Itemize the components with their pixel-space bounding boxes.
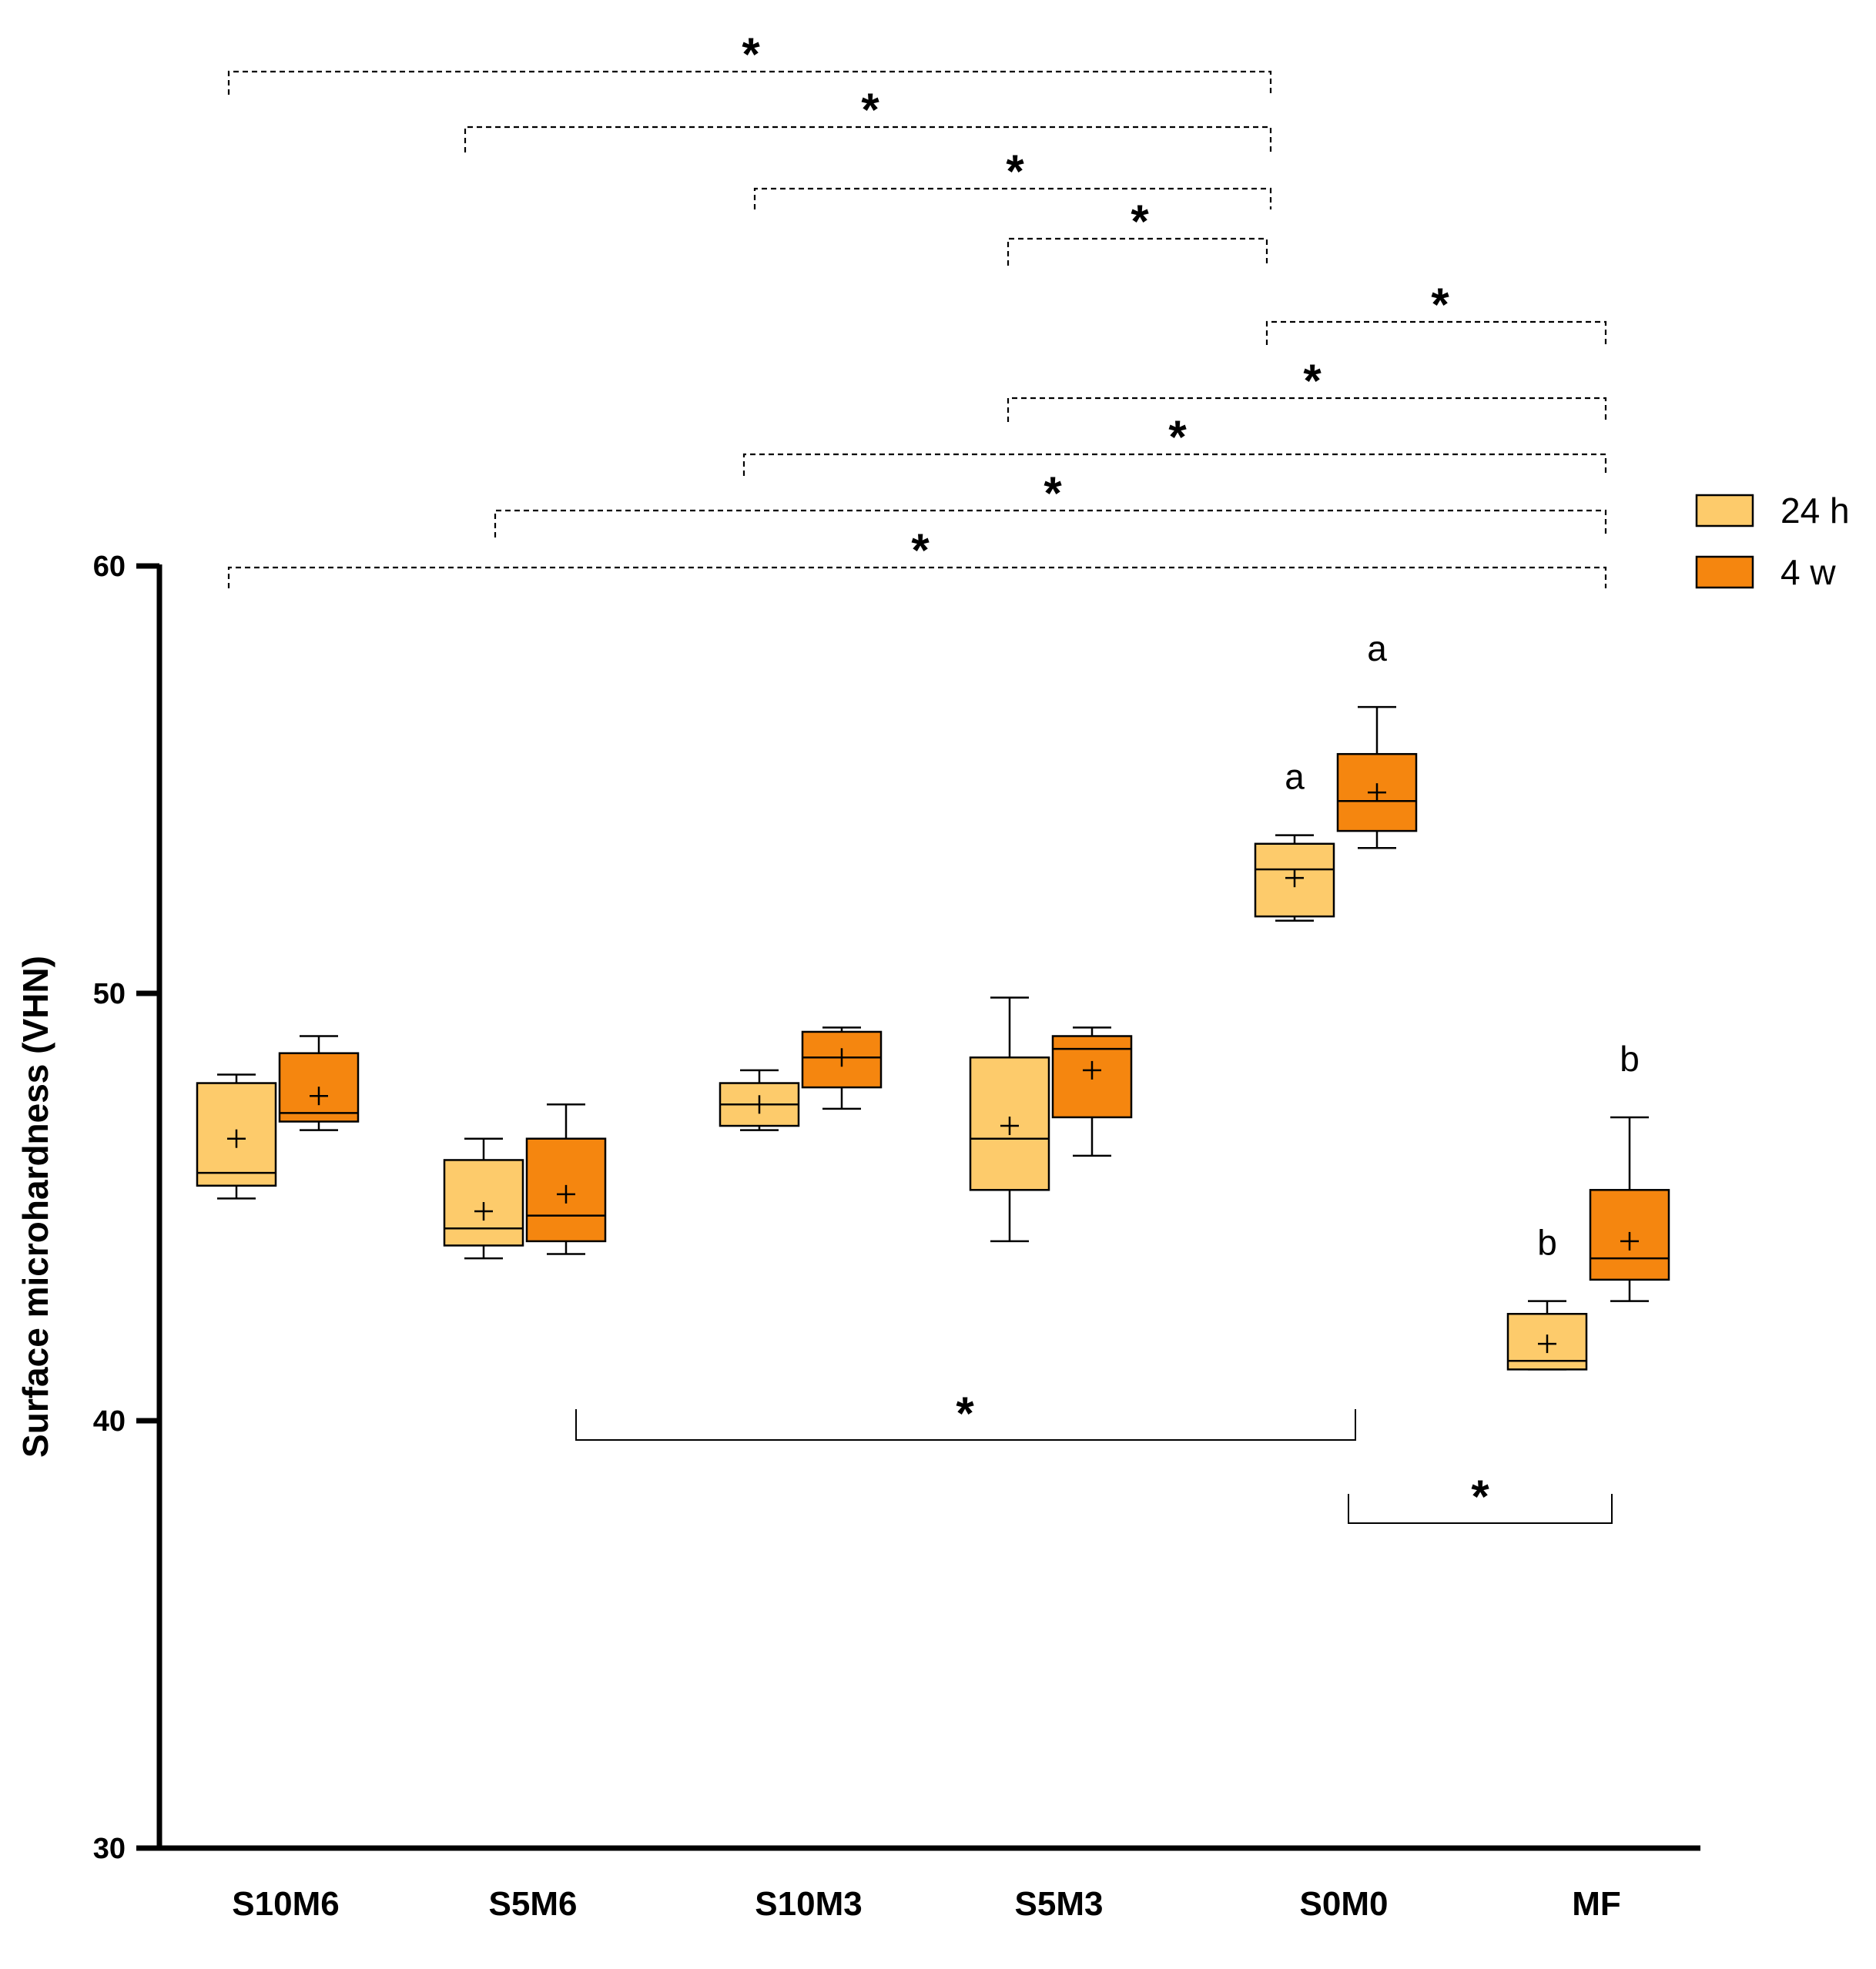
significance-star: * xyxy=(1303,355,1322,407)
group-letter: b xyxy=(1620,1039,1640,1079)
box-S5M6-24h xyxy=(443,1137,524,1260)
x-tick-label: S5M6 xyxy=(489,1885,578,1923)
significance-bracket-top xyxy=(742,453,1607,476)
group-letter: a xyxy=(1285,757,1305,797)
box-S10M6-24h xyxy=(196,1073,277,1200)
significance-bracket-top xyxy=(1007,237,1268,266)
y-tick-label: 50 xyxy=(93,978,126,1010)
significance-star: * xyxy=(1431,279,1449,330)
axes: 30 40 50 60 S10M6 S5M6 S10M3 S5M3 S0M0 MF Surface … xyxy=(15,551,1700,1923)
x-tick-label: S0M0 xyxy=(1300,1885,1389,1923)
box-S10M6-4w xyxy=(278,1035,360,1131)
x-tick-label: S5M3 xyxy=(1015,1885,1104,1923)
legend-label: 24 h xyxy=(1781,491,1850,531)
x-tick-label: S10M3 xyxy=(755,1885,862,1923)
significance-bracket-top xyxy=(1265,320,1607,345)
group-letter: b xyxy=(1537,1223,1557,1263)
significance-star: * xyxy=(1471,1471,1489,1522)
significance-star: * xyxy=(1044,467,1062,519)
iqr-box xyxy=(1254,842,1335,918)
group-letter: a xyxy=(1367,628,1387,668)
box-S0M0-24h: a xyxy=(1254,757,1335,922)
significance-star: * xyxy=(911,524,930,576)
y-tick-label: 60 xyxy=(93,551,126,583)
legend-swatch xyxy=(1695,494,1754,527)
significance-star: * xyxy=(742,28,760,80)
significance-brackets: * * * * * * * * * * * xyxy=(227,28,1613,1524)
significance-bracket-top xyxy=(227,70,1272,95)
y-tick-label: 30 xyxy=(93,1833,126,1865)
y-tick-label: 40 xyxy=(93,1405,126,1438)
significance-bracket-top xyxy=(1007,397,1607,422)
significance-bracket-bottom xyxy=(575,1409,1356,1441)
significance-star: * xyxy=(861,84,879,136)
significance-star: * xyxy=(1131,196,1149,247)
legend-swatch xyxy=(1695,555,1754,589)
box-MF-4w: b xyxy=(1589,1039,1670,1302)
significance-star: * xyxy=(1168,411,1187,463)
significance-star: * xyxy=(1006,146,1024,197)
box-MF-24h: b xyxy=(1506,1223,1588,1371)
plot-area: a b a b xyxy=(196,628,1670,1371)
box-S5M3-24h xyxy=(969,996,1050,1243)
significance-bracket-bottom xyxy=(1348,1494,1613,1524)
box-S5M6-4w xyxy=(525,1103,607,1255)
box-S10M3-24h xyxy=(719,1069,800,1131)
x-tick-label: MF xyxy=(1572,1885,1621,1923)
significance-bracket-top xyxy=(494,509,1607,537)
y-axis-title: Surface microhardness (VHN) xyxy=(15,956,55,1458)
box-S10M3-4w xyxy=(801,1026,883,1110)
legend-label: 4 w xyxy=(1781,552,1836,592)
significance-star: * xyxy=(956,1388,974,1439)
significance-bracket-top xyxy=(753,187,1272,209)
significance-bracket-top xyxy=(464,126,1272,152)
x-tick-label: S10M6 xyxy=(232,1885,339,1923)
significance-bracket-top xyxy=(227,566,1607,588)
box-S0M0-4w: a xyxy=(1336,628,1418,849)
legend: 24 h 4 w xyxy=(1695,491,1850,592)
box-S5M3-4w xyxy=(1051,1026,1133,1157)
